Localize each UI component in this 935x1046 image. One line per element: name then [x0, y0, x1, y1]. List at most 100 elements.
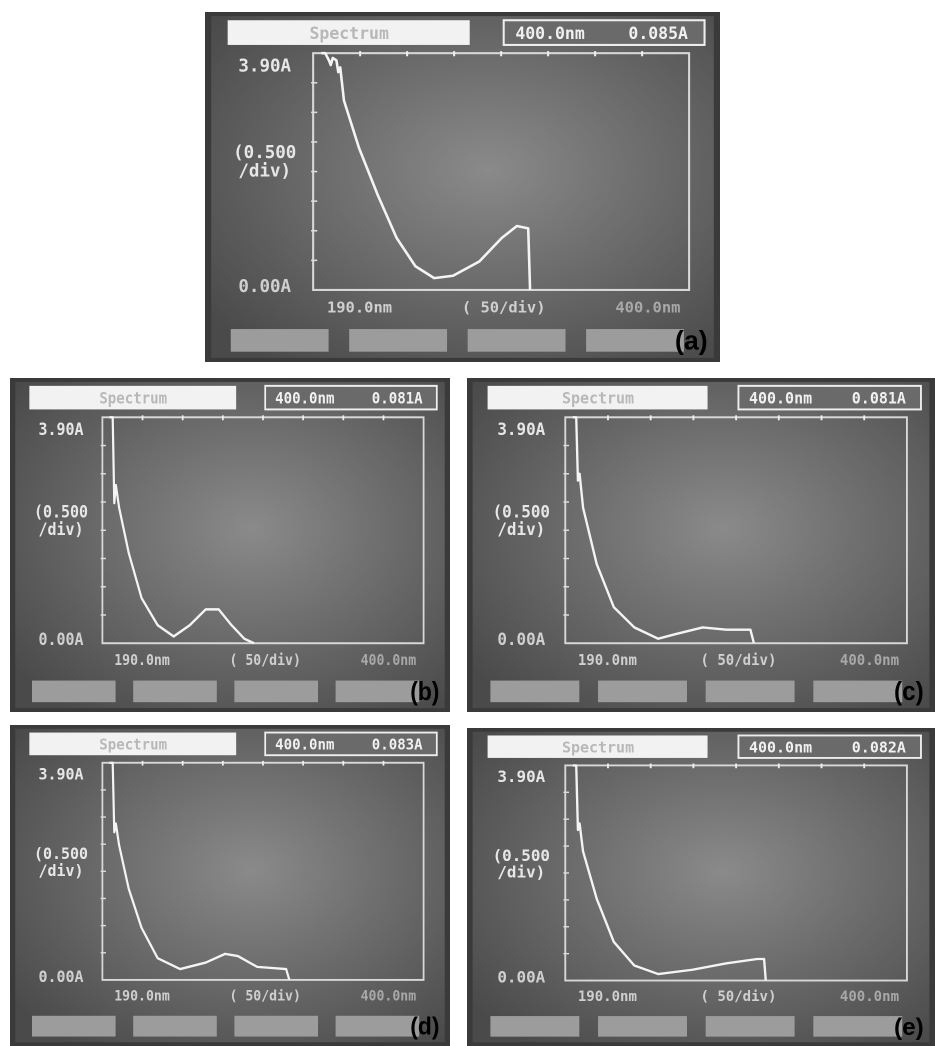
screen — [472, 381, 930, 709]
x-min-label: 190.0nm — [114, 988, 170, 1005]
absorbance-readout: 0.082A — [852, 738, 906, 756]
wavelength-readout: 400.0nm — [275, 389, 334, 408]
screen-title: Spectrum — [562, 389, 634, 407]
spectrum-curve — [572, 416, 756, 644]
function-button — [705, 1016, 795, 1037]
title-box — [227, 20, 470, 45]
function-button — [813, 1016, 903, 1037]
wavelength-readout: 400.0nm — [515, 24, 585, 43]
y-scale-label: (0.500 — [34, 502, 88, 522]
screen-title: Spectrum — [99, 389, 167, 408]
screen — [15, 381, 445, 709]
title-box — [487, 735, 708, 758]
function-button — [598, 680, 687, 703]
y-scale-label: (0.500 — [493, 846, 550, 865]
panel-label: (b) — [410, 678, 439, 706]
function-button — [490, 1016, 580, 1037]
wavelength-readout: 400.0nm — [749, 389, 812, 407]
screen — [15, 728, 445, 1043]
instrument-screen: Spectrum 400.0nm 0.081A 3.90A (0.500/div) 0.0… — [10, 378, 450, 712]
function-button — [349, 329, 448, 352]
y-scale-label: /div) — [238, 162, 291, 182]
readout-box — [502, 19, 706, 46]
x-scale-label: ( 50/div) — [229, 652, 300, 669]
x-max-label: 400.0nm — [361, 652, 417, 669]
x-scale-label: ( 50/div) — [700, 989, 776, 1005]
function-button — [467, 329, 566, 352]
function-button — [490, 680, 580, 703]
absorbance-readout: 0.081A — [372, 389, 423, 408]
panel-label: (c) — [894, 678, 924, 707]
y-scale-label: (0.500 — [493, 502, 550, 521]
y-max-label: 3.90A — [497, 420, 545, 439]
y-min-label: 0.00A — [39, 629, 84, 649]
function-button — [705, 680, 795, 703]
screen-title: Spectrum — [99, 736, 167, 754]
instrument-screen: Spectrum 400.0nm 0.085A 3.90A (0.500/div) 0.0… — [205, 12, 720, 362]
y-min-label: 0.00A — [39, 967, 85, 986]
spectrum-curve — [572, 764, 767, 981]
x-max-label: 400.0nm — [840, 653, 899, 669]
x-min-label: 190.0nm — [327, 299, 392, 317]
function-button — [598, 1016, 687, 1037]
wavelength-readout: 400.0nm — [749, 738, 812, 756]
title-box — [29, 385, 237, 410]
y-scale-label: /div) — [497, 520, 545, 539]
spectrum-curve — [321, 51, 532, 290]
y-scale-label: (0.500 — [34, 845, 88, 864]
title-box — [487, 385, 708, 410]
x-max-label: 400.0nm — [615, 299, 680, 317]
screen-title: Spectrum — [562, 738, 634, 756]
function-button — [234, 1015, 318, 1037]
spectrum-curve — [109, 416, 255, 645]
function-button — [32, 1015, 116, 1037]
instrument-screen: Spectrum 400.0nm 0.083A 3.90A (0.500/div) 0.0… — [10, 725, 450, 1046]
instrument-screen: Spectrum 400.0nm 0.081A 3.90A (0.500/div) 0.0… — [467, 378, 935, 712]
y-scale-label: /div) — [39, 862, 84, 881]
readout-box — [264, 384, 438, 411]
absorbance-readout: 0.083A — [372, 736, 423, 754]
y-scale-label: (0.500 — [233, 143, 296, 163]
y-scale-label: /div) — [497, 863, 545, 882]
function-button — [32, 680, 116, 703]
function-button — [133, 1015, 217, 1037]
wavelength-readout: 400.0nm — [275, 736, 335, 754]
function-button — [234, 680, 318, 703]
y-scale-label: /div) — [39, 519, 84, 539]
absorbance-readout: 0.081A — [852, 389, 906, 407]
y-max-label: 3.90A — [39, 419, 84, 439]
x-max-label: 400.0nm — [840, 989, 899, 1005]
function-button — [335, 1015, 420, 1037]
y-max-label: 3.90A — [238, 57, 291, 77]
y-max-label: 3.90A — [497, 767, 545, 786]
y-min-label: 0.00A — [497, 967, 545, 986]
absorbance-readout: 0.085A — [628, 24, 688, 43]
readout-box — [737, 734, 922, 759]
readout-box — [264, 731, 438, 757]
function-button — [133, 680, 217, 703]
x-scale-label: ( 50/div) — [462, 299, 546, 317]
x-scale-label: ( 50/div) — [700, 653, 776, 669]
function-button — [335, 680, 420, 703]
function-button — [586, 329, 684, 352]
screen — [472, 731, 930, 1043]
spectrum-curve — [109, 761, 291, 981]
x-min-label: 190.0nm — [578, 989, 637, 1005]
y-min-label: 0.00A — [238, 277, 291, 297]
panel-label: (a) — [675, 326, 708, 356]
y-max-label: 3.90A — [39, 765, 85, 784]
function-button — [230, 329, 329, 352]
function-button — [813, 680, 903, 703]
instrument-screen: Spectrum 400.0nm 0.082A 3.90A (0.500/div) 0.0… — [467, 728, 935, 1046]
title-box — [29, 732, 237, 756]
screen — [211, 16, 714, 358]
readout-box — [737, 384, 922, 411]
x-scale-label: ( 50/div) — [229, 988, 300, 1005]
screen-title: Spectrum — [310, 24, 389, 43]
x-min-label: 190.0nm — [114, 652, 170, 669]
x-min-label: 190.0nm — [578, 653, 637, 669]
panel-label: (d) — [410, 1014, 439, 1041]
y-min-label: 0.00A — [497, 630, 545, 649]
panel-label: (e) — [894, 1014, 924, 1041]
